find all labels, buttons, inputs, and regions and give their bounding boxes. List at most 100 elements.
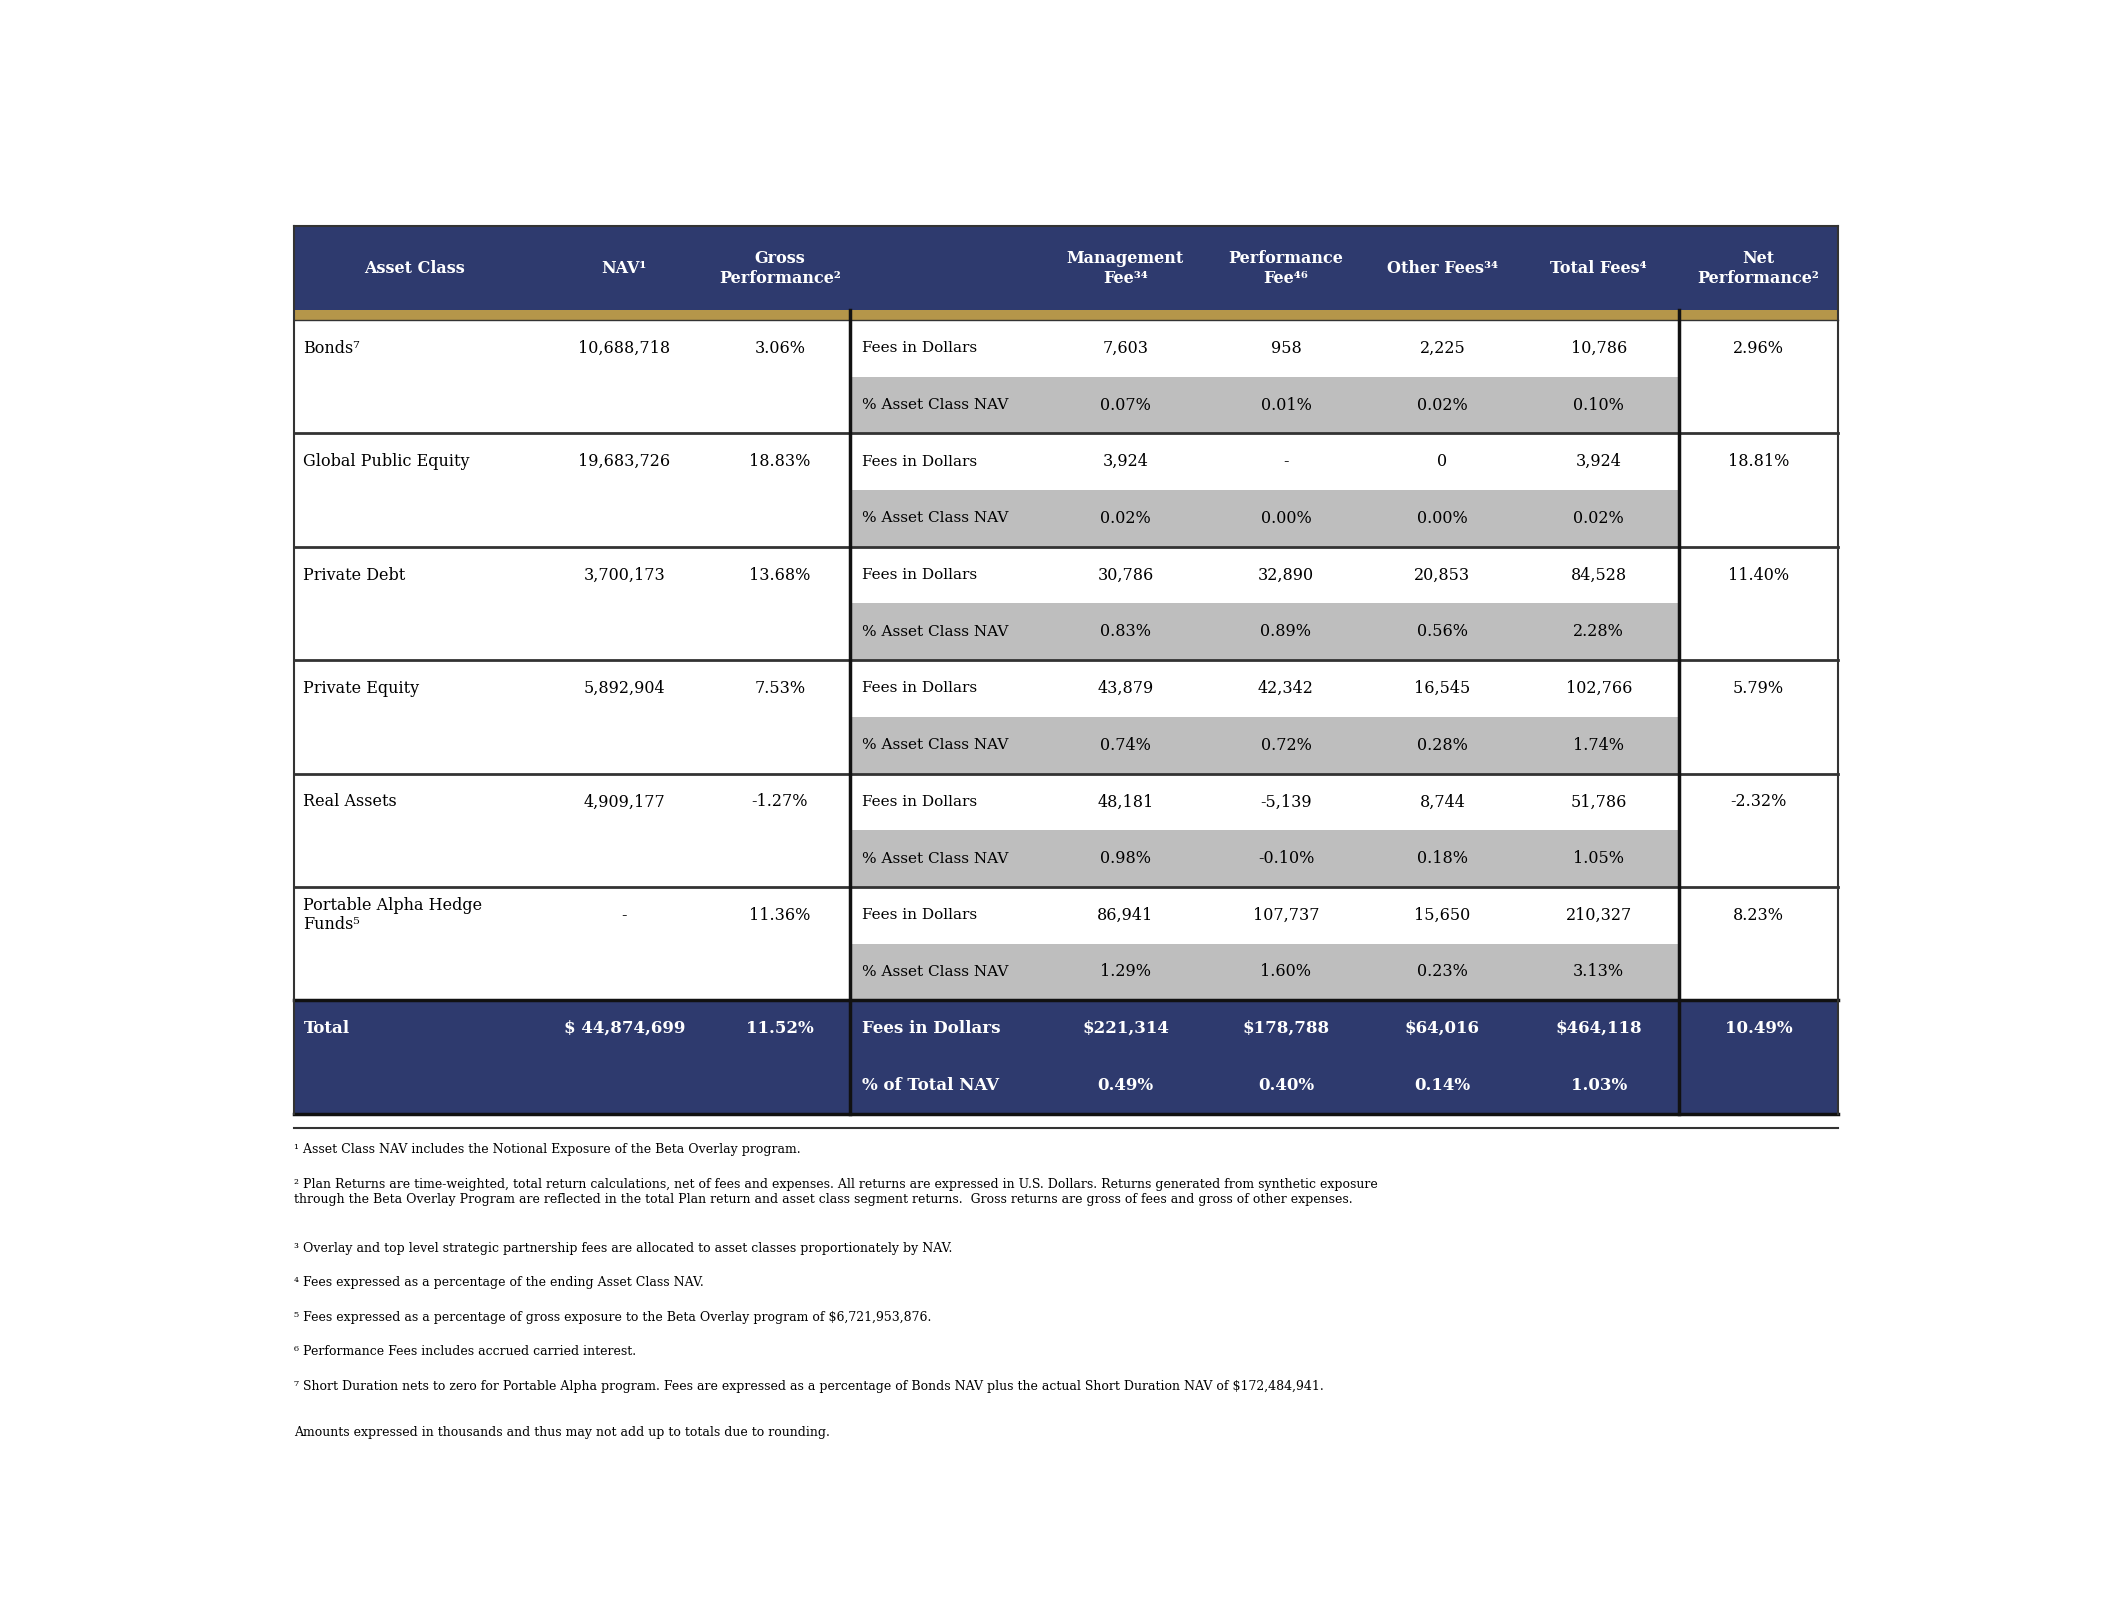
Text: 958: 958 <box>1270 339 1302 357</box>
Text: $178,788: $178,788 <box>1242 1021 1329 1037</box>
Text: 19,683,726: 19,683,726 <box>579 453 670 470</box>
Text: 0.18%: 0.18% <box>1418 850 1469 867</box>
Text: 20,853: 20,853 <box>1414 566 1471 584</box>
Text: 0.07%: 0.07% <box>1101 397 1152 414</box>
Text: 3,924: 3,924 <box>1103 453 1149 470</box>
FancyBboxPatch shape <box>294 434 1838 547</box>
Text: Total Fees⁴: Total Fees⁴ <box>1551 259 1648 277</box>
Text: ⁴ Fees expressed as a percentage of the ending Asset Class NAV.: ⁴ Fees expressed as a percentage of the … <box>294 1277 704 1290</box>
Text: 7,603: 7,603 <box>1103 339 1149 357</box>
Text: 0.02%: 0.02% <box>1101 510 1152 526</box>
Text: -1.27%: -1.27% <box>752 794 807 810</box>
Text: Fees in Dollars: Fees in Dollars <box>862 682 976 696</box>
Text: 13.68%: 13.68% <box>750 566 811 584</box>
Text: 11.36%: 11.36% <box>750 907 811 923</box>
FancyBboxPatch shape <box>294 1000 1838 1114</box>
Text: 102,766: 102,766 <box>1566 680 1631 698</box>
Text: 8,744: 8,744 <box>1420 794 1464 810</box>
Text: 0.83%: 0.83% <box>1101 624 1152 640</box>
FancyBboxPatch shape <box>294 661 1838 773</box>
FancyBboxPatch shape <box>852 490 1680 547</box>
Text: 5,892,904: 5,892,904 <box>583 680 666 698</box>
Text: 3.13%: 3.13% <box>1574 963 1625 981</box>
Text: 107,737: 107,737 <box>1253 907 1319 923</box>
Text: 0.74%: 0.74% <box>1101 736 1152 754</box>
Text: 0.49%: 0.49% <box>1097 1077 1154 1094</box>
Text: % of Total NAV: % of Total NAV <box>862 1077 999 1094</box>
Text: % Asset Class NAV: % Asset Class NAV <box>862 738 1008 752</box>
FancyBboxPatch shape <box>852 944 1680 1000</box>
Text: Fees in Dollars: Fees in Dollars <box>862 909 976 922</box>
Text: 30,786: 30,786 <box>1097 566 1154 584</box>
Text: 11.52%: 11.52% <box>746 1021 814 1037</box>
Text: 11.40%: 11.40% <box>1728 566 1790 584</box>
Text: 10,688,718: 10,688,718 <box>579 339 670 357</box>
Text: Fees in Dollars: Fees in Dollars <box>862 1021 999 1037</box>
Text: 0.72%: 0.72% <box>1261 736 1312 754</box>
Text: 3,700,173: 3,700,173 <box>583 566 666 584</box>
Text: % Asset Class NAV: % Asset Class NAV <box>862 851 1008 866</box>
FancyBboxPatch shape <box>294 547 1838 661</box>
Text: 1.05%: 1.05% <box>1574 850 1625 867</box>
Text: 18.81%: 18.81% <box>1728 453 1790 470</box>
Text: $64,016: $64,016 <box>1405 1021 1479 1037</box>
Text: NAV¹: NAV¹ <box>602 259 647 277</box>
Text: $464,118: $464,118 <box>1555 1021 1642 1037</box>
Text: % Asset Class NAV: % Asset Class NAV <box>862 626 1008 638</box>
Text: 0.23%: 0.23% <box>1418 963 1469 981</box>
Text: 0.98%: 0.98% <box>1101 850 1152 867</box>
Text: Other Fees³⁴: Other Fees³⁴ <box>1386 259 1498 277</box>
Text: % Asset Class NAV: % Asset Class NAV <box>862 512 1008 525</box>
Text: 4,909,177: 4,909,177 <box>583 794 666 810</box>
Text: ⁵ Fees expressed as a percentage of gross exposure to the Beta Overlay program o: ⁵ Fees expressed as a percentage of gros… <box>294 1310 932 1323</box>
Text: 0.28%: 0.28% <box>1418 736 1469 754</box>
Text: 2.96%: 2.96% <box>1733 339 1783 357</box>
Text: 51,786: 51,786 <box>1570 794 1627 810</box>
Text: Management
Fee³⁴: Management Fee³⁴ <box>1067 250 1183 286</box>
FancyBboxPatch shape <box>852 717 1680 773</box>
Text: Global Public Equity: Global Public Equity <box>304 453 469 470</box>
Text: -2.32%: -2.32% <box>1731 794 1788 810</box>
Text: Amounts expressed in thousands and thus may not add up to totals due to rounding: Amounts expressed in thousands and thus … <box>294 1427 830 1440</box>
Text: Gross
Performance²: Gross Performance² <box>718 250 841 286</box>
Text: Private Equity: Private Equity <box>304 680 420 698</box>
Text: 8.23%: 8.23% <box>1733 907 1783 923</box>
Text: 1.74%: 1.74% <box>1574 736 1625 754</box>
Text: 0.00%: 0.00% <box>1261 510 1312 526</box>
FancyBboxPatch shape <box>294 227 1838 310</box>
FancyBboxPatch shape <box>852 603 1680 661</box>
Text: 210,327: 210,327 <box>1566 907 1631 923</box>
Text: 84,528: 84,528 <box>1570 566 1627 584</box>
FancyBboxPatch shape <box>294 310 1838 320</box>
Text: 0.01%: 0.01% <box>1261 397 1312 414</box>
Text: 0: 0 <box>1437 453 1447 470</box>
Text: 5.79%: 5.79% <box>1733 680 1783 698</box>
FancyBboxPatch shape <box>852 378 1680 434</box>
Text: 0.14%: 0.14% <box>1414 1077 1471 1094</box>
Text: -0.10%: -0.10% <box>1257 850 1314 867</box>
FancyBboxPatch shape <box>852 830 1680 886</box>
Text: -5,139: -5,139 <box>1259 794 1312 810</box>
Text: Portable Alpha Hedge
Funds⁵: Portable Alpha Hedge Funds⁵ <box>304 898 482 933</box>
Text: 3.06%: 3.06% <box>754 339 805 357</box>
Text: $221,314: $221,314 <box>1082 1021 1168 1037</box>
Text: % Asset Class NAV: % Asset Class NAV <box>862 398 1008 413</box>
Text: $ 44,874,699: $ 44,874,699 <box>564 1021 685 1037</box>
Text: 15,650: 15,650 <box>1414 907 1471 923</box>
Text: ⁶ Performance Fees includes accrued carried interest.: ⁶ Performance Fees includes accrued carr… <box>294 1346 636 1358</box>
Text: 2.28%: 2.28% <box>1574 624 1625 640</box>
FancyBboxPatch shape <box>294 886 1838 1000</box>
Text: Bonds⁷: Bonds⁷ <box>304 339 359 357</box>
FancyBboxPatch shape <box>294 320 1838 434</box>
Text: 18.83%: 18.83% <box>750 453 811 470</box>
Text: Real Assets: Real Assets <box>304 794 397 810</box>
Text: Fees in Dollars: Fees in Dollars <box>862 341 976 355</box>
Text: 0.02%: 0.02% <box>1574 510 1625 526</box>
Text: Fees in Dollars: Fees in Dollars <box>862 568 976 582</box>
Text: ¹ Asset Class NAV includes the Notional Exposure of the Beta Overlay program.: ¹ Asset Class NAV includes the Notional … <box>294 1142 801 1157</box>
Text: 2,225: 2,225 <box>1420 339 1464 357</box>
Text: 10,786: 10,786 <box>1570 339 1627 357</box>
Text: ² Plan Returns are time-weighted, total return calculations, net of fees and exp: ² Plan Returns are time-weighted, total … <box>294 1178 1378 1206</box>
Text: 42,342: 42,342 <box>1257 680 1314 698</box>
Text: Asset Class: Asset Class <box>363 259 465 277</box>
